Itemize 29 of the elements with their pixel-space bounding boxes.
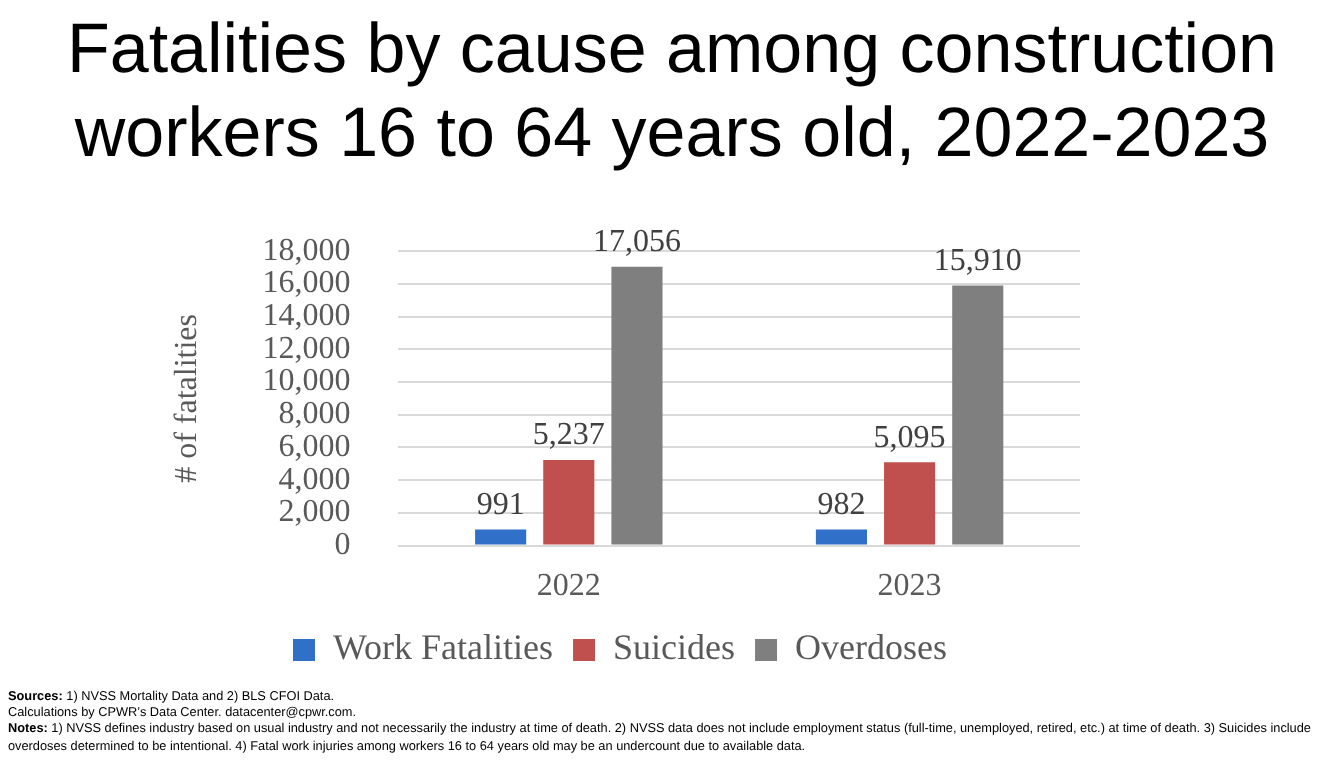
y-tick-label: 16,000 (262, 266, 351, 301)
bar (611, 266, 663, 545)
y-tick-label: 12,000 (262, 331, 351, 366)
y-tick-label: 6,000 (278, 429, 351, 464)
bar (952, 285, 1004, 545)
data-label: 5,237 (532, 418, 605, 453)
bar (815, 529, 867, 545)
y-tick-label: 8,000 (278, 397, 351, 432)
bar (475, 529, 527, 545)
y-tick-label: 0 (334, 528, 351, 563)
legend-label: Suicides (613, 627, 736, 668)
y-tick-label: 2,000 (278, 495, 351, 530)
data-label: 991 (476, 487, 525, 522)
legend-label: Overdoses (795, 627, 948, 668)
y-tick-label: 18,000 (262, 233, 351, 268)
bar (884, 462, 936, 545)
y-tick-label: 10,000 (262, 364, 351, 399)
y-tick-label: 14,000 (262, 299, 351, 334)
bar (543, 459, 595, 545)
y-tick-label: 4,000 (278, 462, 351, 497)
data-label: 15,910 (933, 243, 1022, 278)
data-label: 5,095 (873, 420, 946, 455)
data-label: 17,056 (592, 225, 681, 260)
y-axis-title: # of fatalities (169, 313, 204, 483)
legend-label: Work Fatalities (332, 627, 554, 668)
chart-title: Fatalities by cause among construction workers 16 to 64 years old, 2022-2023 (64, 8, 1280, 176)
x-tick-label: 2022 (536, 569, 601, 604)
x-tick-label: 2023 (877, 569, 942, 604)
data-label: 982 (817, 487, 866, 522)
